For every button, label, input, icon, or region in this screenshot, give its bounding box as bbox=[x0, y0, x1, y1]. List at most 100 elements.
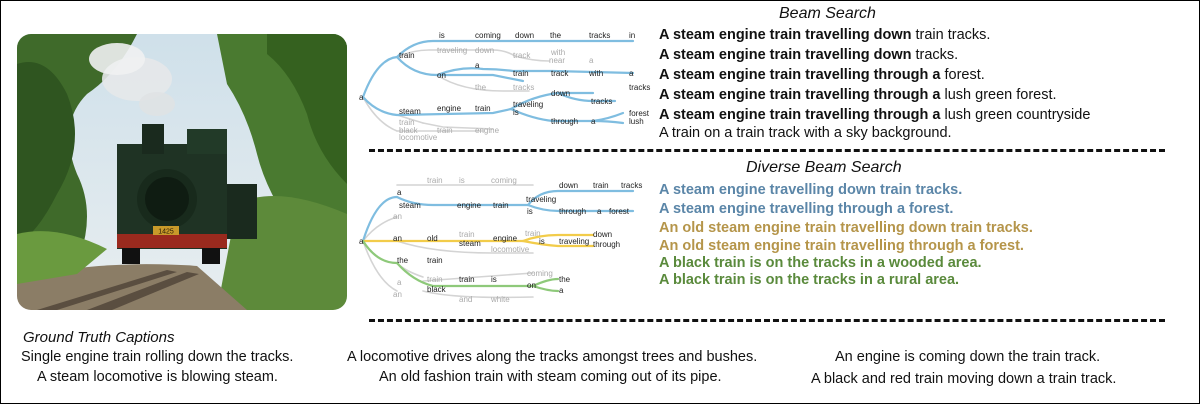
beam-word: with bbox=[550, 48, 565, 57]
diverse-word: train bbox=[493, 201, 509, 210]
beam-word: a bbox=[475, 61, 480, 70]
beam-word: down bbox=[551, 89, 570, 98]
diverse-word: train bbox=[427, 176, 443, 185]
diverse-root-word: a bbox=[359, 237, 364, 246]
beam-word: traveling bbox=[437, 46, 467, 55]
diverse-word: train bbox=[459, 230, 475, 239]
diverse-caption: An old steam engine train travelling thr… bbox=[659, 238, 1024, 254]
diverse-word: train bbox=[593, 181, 609, 190]
beam-word: in bbox=[629, 31, 635, 40]
beam-word: with bbox=[588, 69, 603, 78]
diverse-caption: A black train is on the tracks in a wood… bbox=[659, 255, 982, 271]
diverse-word: down bbox=[593, 230, 612, 239]
beam-word: track bbox=[513, 51, 531, 60]
ground-truth-caption: An old fashion train with steam coming o… bbox=[379, 369, 722, 385]
beam-word: the bbox=[550, 31, 562, 40]
beam-word: locomotive bbox=[399, 133, 438, 142]
divider-dashed bbox=[369, 149, 1165, 152]
diverse-word: coming bbox=[491, 176, 517, 185]
diverse-word: a bbox=[597, 207, 602, 216]
beam-word: train bbox=[475, 104, 491, 113]
ground-truth-caption: Single engine train rolling down the tra… bbox=[21, 349, 294, 365]
beam-word: is bbox=[439, 31, 445, 40]
diverse-word: is bbox=[527, 207, 533, 216]
diverse-word: is bbox=[459, 176, 465, 185]
diverse-group1-branches bbox=[361, 189, 635, 243]
diverse-word: forest bbox=[609, 207, 630, 216]
train-photo-illustration: 1425 bbox=[17, 34, 347, 310]
beam-caption: A steam engine train travelling through … bbox=[659, 107, 1091, 123]
beam-kept-branches bbox=[361, 39, 635, 125]
beam-word: down bbox=[515, 31, 534, 40]
beam-pruned-branches bbox=[362, 49, 550, 132]
beam-word: is bbox=[513, 108, 519, 117]
beam-word: steam bbox=[399, 107, 421, 116]
beam-word: train bbox=[399, 118, 415, 127]
engine-number-plate: 1425 bbox=[158, 229, 174, 236]
diverse-word: locomotive bbox=[491, 245, 530, 254]
beam-word: on bbox=[437, 71, 446, 80]
beam-tree-words: a train is coming down the tracks in tra… bbox=[359, 31, 650, 142]
beam-word: forest bbox=[629, 109, 650, 118]
beam-root-word: a bbox=[359, 93, 364, 102]
ground-truth-caption: A locomotive drives along the tracks amo… bbox=[347, 349, 758, 365]
beam-search-title: Beam Search bbox=[779, 5, 876, 22]
diverse-word: down bbox=[559, 181, 578, 190]
beam-word: engine bbox=[437, 104, 462, 113]
diverse-word: steam bbox=[459, 239, 481, 248]
beam-word: train bbox=[513, 69, 529, 78]
diverse-word: the bbox=[559, 275, 571, 284]
diverse-word: train bbox=[459, 275, 475, 284]
beam-caption: A steam engine train travelling through … bbox=[659, 67, 985, 83]
diverse-caption: A black train is on the tracks in a rura… bbox=[659, 272, 960, 288]
diverse-word: is bbox=[539, 237, 545, 246]
diverse-word: engine bbox=[493, 234, 518, 243]
diverse-caption: A steam engine travelling down train tra… bbox=[659, 182, 963, 198]
beam-caption: A steam engine train travelling through … bbox=[659, 87, 1057, 103]
beam-word: traveling bbox=[513, 100, 543, 109]
beam-word: black bbox=[399, 126, 419, 135]
beam-word: tracks bbox=[589, 31, 610, 40]
diverse-word: a bbox=[397, 278, 402, 287]
beam-word: tracks bbox=[513, 83, 534, 92]
beam-word: down bbox=[475, 46, 494, 55]
beam-caption: A steam engine train travelling down tra… bbox=[659, 47, 959, 63]
ground-truth-caption: A steam locomotive is blowing steam. bbox=[37, 369, 278, 385]
ground-truth-title: Ground Truth Captions bbox=[23, 329, 175, 346]
diverse-word: tracks bbox=[621, 181, 642, 190]
diverse-word: a bbox=[559, 286, 564, 295]
beam-word: train bbox=[399, 51, 415, 60]
diverse-word: is bbox=[491, 275, 497, 284]
diverse-word: old bbox=[427, 234, 438, 243]
diverse-word: train bbox=[525, 229, 541, 238]
ground-truth-caption: A black and red train moving down a trai… bbox=[811, 371, 1117, 387]
diverse-word: an bbox=[393, 234, 402, 243]
diverse-word: an bbox=[393, 290, 402, 299]
beam-caption: A steam engine train travelling down tra… bbox=[659, 27, 991, 43]
diverse-group2-branches bbox=[361, 233, 595, 248]
diverse-word: traveling bbox=[559, 237, 589, 246]
diverse-word: black bbox=[427, 285, 447, 294]
beam-word: near bbox=[549, 56, 565, 65]
diverse-caption: An old steam engine train travelling dow… bbox=[659, 220, 1033, 236]
diverse-tree-words: a a train is coming down train tracks st… bbox=[359, 176, 642, 304]
beam-caption: A train on a train track with a sky back… bbox=[659, 125, 952, 141]
diverse-word: train bbox=[427, 275, 443, 284]
beam-word: lush bbox=[629, 117, 644, 126]
diverse-word: on bbox=[527, 281, 536, 290]
train-photo: 1425 bbox=[17, 34, 347, 310]
diverse-group3-branches bbox=[361, 239, 560, 293]
diverse-word: an bbox=[393, 212, 402, 221]
search-trees: a train is coming down the tracks in tra… bbox=[359, 31, 650, 304]
diverse-word: the bbox=[397, 256, 409, 265]
ground-truth-caption: An engine is coming down the train track… bbox=[835, 349, 1101, 365]
diverse-word: steam bbox=[399, 201, 421, 210]
diverse-word: train bbox=[427, 256, 443, 265]
diverse-word: engine bbox=[457, 201, 482, 210]
diverse-word: white bbox=[490, 295, 510, 304]
beam-word: through bbox=[551, 117, 578, 126]
divider-dashed bbox=[369, 319, 1165, 322]
beam-word: tracks bbox=[629, 83, 650, 92]
beam-word: engine bbox=[475, 126, 500, 135]
